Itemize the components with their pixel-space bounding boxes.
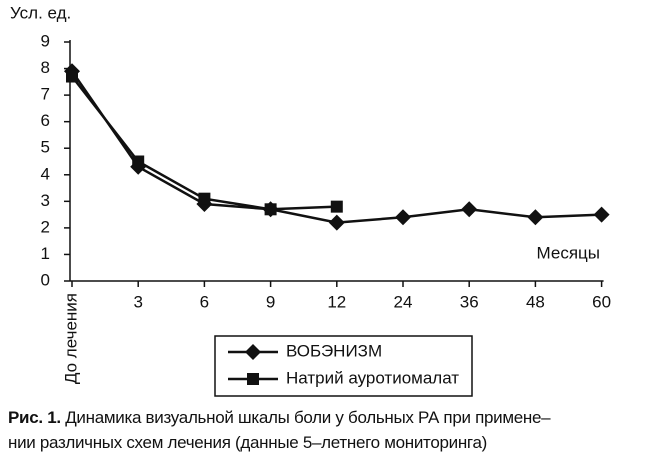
series-line: [71, 75, 337, 211]
y-tick-label: 9: [41, 31, 50, 50]
caption-line: нии различных схем лечения (данные 5–лет…: [8, 433, 487, 452]
x-tick-label: 9: [266, 292, 275, 311]
diamond-marker: [395, 209, 411, 226]
x-tick-label: 60: [592, 292, 611, 311]
y-tick-label: 1: [41, 244, 50, 263]
y-tick-label: 0: [41, 270, 50, 289]
x-tick-label: 6: [200, 292, 209, 311]
y-tick-label: 8: [41, 58, 50, 77]
x-axis-label: Месяцы: [537, 243, 600, 262]
diamond-marker: [245, 344, 261, 360]
legend-label: Натрий ауротиомалат: [286, 368, 459, 387]
square-marker: [198, 192, 211, 205]
x-tick-label: 24: [394, 292, 413, 311]
y-tick-label: 4: [41, 164, 50, 183]
y-tick-label: 5: [41, 138, 50, 157]
x-tick-label: 48: [526, 292, 545, 311]
y-tick-label: 6: [41, 111, 50, 130]
x-tick-label: До лечения: [61, 293, 80, 384]
square-marker: [132, 155, 145, 168]
y-axis-label: Усл. ед.: [10, 3, 71, 22]
x-tick-label: 36: [460, 292, 479, 311]
y-tick-label: 3: [41, 191, 50, 210]
x-tick-label: 12: [327, 292, 346, 311]
y-tick-label: 7: [41, 85, 50, 104]
y-tick-label: 2: [41, 217, 50, 236]
diamond-marker: [461, 201, 478, 218]
caption-line: Динамика визуальной шкалы боли у больных…: [65, 408, 551, 427]
square-marker: [66, 70, 78, 83]
x-tick-label: 3: [133, 292, 142, 311]
legend-label: ВОБЭНИЗМ: [286, 341, 382, 360]
diamond-marker: [593, 206, 610, 223]
square-marker: [330, 200, 343, 213]
square-marker: [264, 203, 277, 216]
diamond-marker: [328, 214, 345, 231]
square-marker: [247, 373, 259, 385]
series-line: [70, 70, 602, 224]
caption-label: Рис. 1.: [8, 408, 61, 427]
caption: Рис. 1. Динамика визуальной шкалы боли у…: [8, 405, 640, 455]
diamond-marker: [527, 209, 544, 226]
legend-box: [214, 335, 473, 397]
